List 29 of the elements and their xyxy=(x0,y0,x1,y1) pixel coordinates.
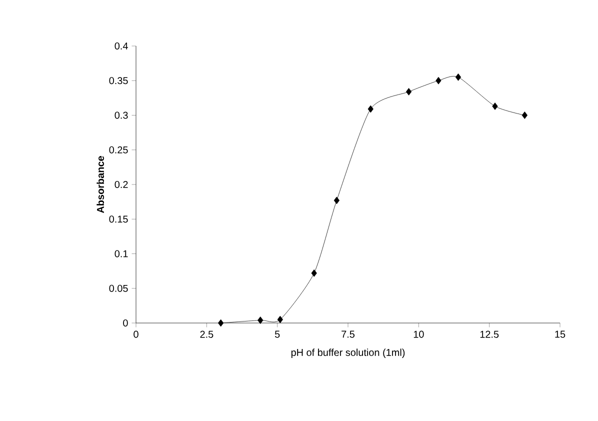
point xyxy=(455,73,462,81)
point xyxy=(334,196,340,204)
x-tick-label: 5 xyxy=(274,330,280,338)
x-tick-label: 15 xyxy=(555,330,566,338)
x-tick-label: 10 xyxy=(414,330,424,338)
y-tick-label: 0.1 xyxy=(114,250,128,258)
point xyxy=(522,112,528,119)
point xyxy=(368,105,374,113)
y-tick-label: 0.2 xyxy=(114,180,128,188)
y-tick-label: 0.05 xyxy=(109,284,128,292)
point xyxy=(492,102,498,110)
y-tick-label: 0.4 xyxy=(114,42,128,50)
point xyxy=(277,316,283,324)
y-tick-label: 0.35 xyxy=(109,77,128,84)
y-axis-title: Absorbance xyxy=(96,156,104,214)
point xyxy=(406,88,412,96)
point xyxy=(218,319,224,327)
x-axis-title: pH of buffer solution (1ml) xyxy=(291,348,405,358)
x-tick-label: 7.5 xyxy=(342,330,355,338)
y-tick-label: 0.3 xyxy=(114,112,128,119)
x-tick-label: 12.5 xyxy=(480,330,499,338)
point xyxy=(258,316,264,324)
point xyxy=(436,76,442,84)
x-tick-label: 2.5 xyxy=(200,330,214,338)
y-tick-label: 0 xyxy=(123,319,128,327)
point xyxy=(311,269,317,277)
y-tick-label: 0.15 xyxy=(109,216,128,223)
y-tick-label: 0.25 xyxy=(109,146,128,154)
x-tick-label: 0 xyxy=(134,330,138,338)
